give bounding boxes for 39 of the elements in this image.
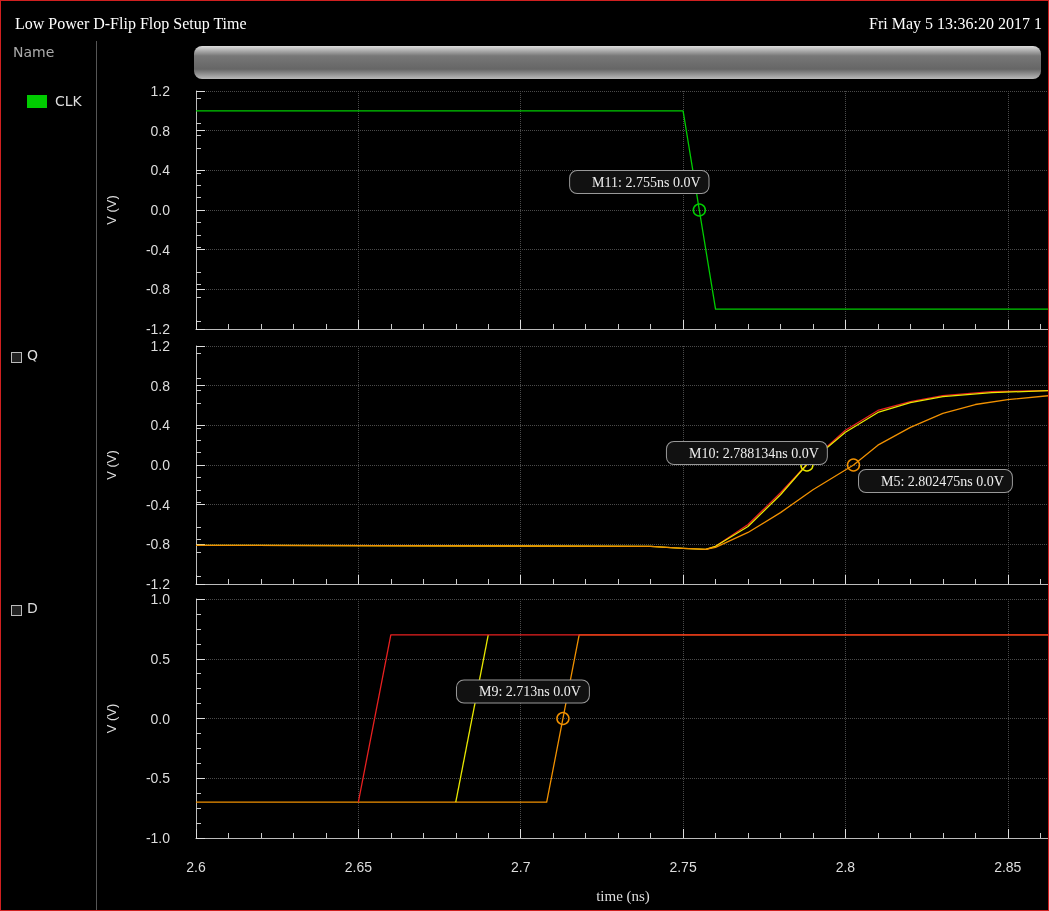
y-tick-label: 0.0	[150, 457, 171, 473]
y-tick-label: 1.2	[150, 83, 171, 99]
y-tick-label: 1.2	[150, 338, 171, 354]
y-tick-label: -1.0	[145, 830, 171, 846]
legend-title: Name	[13, 44, 55, 60]
x-tick-label: 2.75	[669, 859, 697, 875]
legend-title: D	[27, 600, 38, 616]
y-tick-label: -1.2	[145, 576, 171, 592]
y-tick-label: -0.8	[145, 536, 171, 553]
x-tick-label: 2.65	[344, 859, 373, 875]
y-axis-title: V (V)	[104, 195, 119, 225]
y-tick-label: 0.8	[150, 122, 171, 139]
x-axis-title: time (ns)	[596, 887, 650, 905]
y-tick-label: 0.5	[150, 650, 171, 667]
annotation: M11: 2.755ns 0.0V	[592, 174, 701, 190]
annotation: M9: 2.713ns 0.0V	[478, 684, 581, 699]
y-tick-label: 1.0	[150, 591, 171, 607]
x-tick-label: 2.7	[510, 859, 531, 875]
annotation: M5: 2.802475ns 0.0V	[881, 473, 1004, 489]
x-tick-label: 2.8	[835, 859, 856, 875]
legend-title: Q	[27, 347, 39, 363]
legend-label: CLK	[55, 93, 82, 109]
x-tick-label: 2.85	[994, 859, 1022, 875]
y-tick-label: 0.4	[150, 417, 171, 434]
chart-title: Low Power D-Flip Flop Setup Time	[15, 15, 247, 33]
x-tick-label: 2.6	[186, 859, 206, 875]
y-tick-label: 0.0	[150, 710, 171, 727]
chart-subtitle: Fri May 5 13:36:20 2017 1	[869, 15, 1042, 33]
y-tick-label: 0.4	[150, 162, 171, 179]
y-tick-label: -1.2	[145, 321, 171, 337]
y-axis-title: V (V)	[104, 450, 119, 480]
y-tick-label: -0.8	[145, 281, 171, 298]
y-tick-label: -0.4	[145, 496, 171, 513]
y-tick-label: 0.8	[150, 377, 171, 394]
annotation: M10: 2.788134ns 0.0V	[688, 445, 819, 461]
y-axis-title: V (V)	[104, 703, 119, 734]
y-tick-label: -0.4	[145, 241, 171, 258]
y-tick-label: 0.0	[150, 202, 171, 218]
y-tick-label: -0.5	[145, 770, 171, 787]
